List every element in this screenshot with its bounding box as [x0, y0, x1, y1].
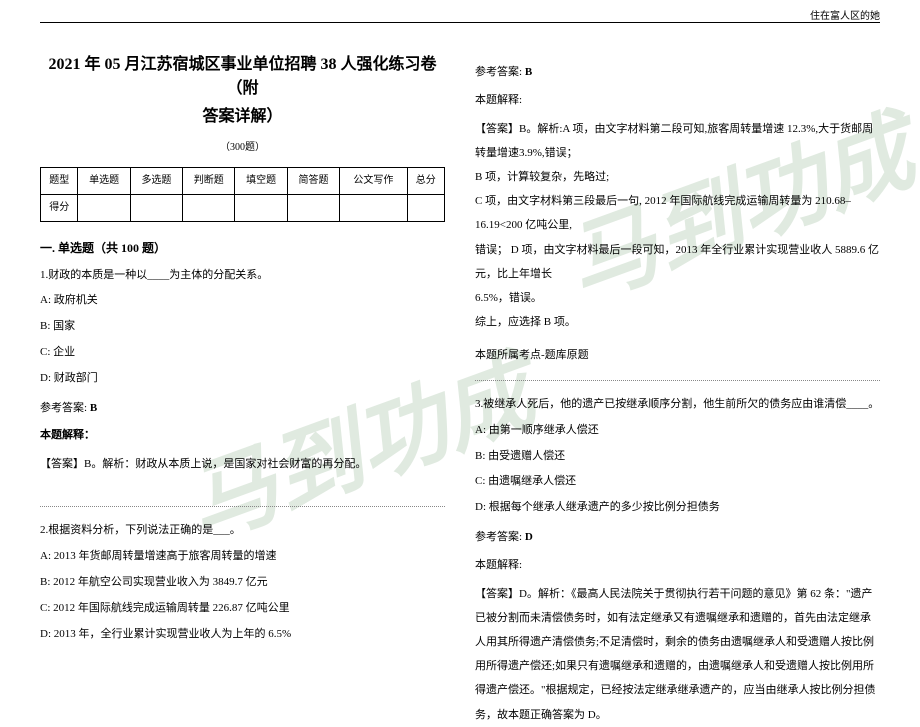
col-short: 简答题 — [287, 168, 339, 195]
q3-explain-label: 本题解释: — [475, 556, 880, 576]
q1-ans-value: B — [90, 402, 97, 414]
score-label-type: 题型 — [41, 168, 78, 195]
q2-exp-p3: C 项，由文字材料第三段最后一句, 2012 年国际航线完成运输周转量为 210… — [475, 189, 880, 237]
q3-options: A: 由第一顺序继承人偿还 B: 由受遗赠人偿还 C: 由遗嘱继承人偿还 D: … — [475, 421, 880, 518]
q1-text: 1.财政的本质是一种以____为主体的分配关系。 — [40, 266, 445, 286]
q3-explain-body: 【答案】D。解析：《最高人民法院关于贯彻执行若干问题的意见》第 62 条："遗产… — [475, 582, 880, 727]
q1-opt-d: D: 财政部门 — [40, 369, 445, 389]
q3-opt-b: B: 由受遗赠人偿还 — [475, 447, 880, 467]
blank-cell — [235, 195, 287, 222]
right-column: 参考答案: B 本题解释: 【答案】B。解析:A 项，由文字材料第二段可知,旅客… — [475, 53, 880, 727]
q2-exp-p6: 综上，应选择 B 项。 — [475, 310, 880, 334]
q1-explain-label: 本题解释： — [40, 426, 445, 446]
q1-explain-body: 【答案】B。解析：财政从本质上说，是国家对社会财富的再分配。 — [40, 452, 445, 476]
section-heading: 一. 单选题（共 100 题） — [40, 238, 445, 260]
q2-opt-a: A: 2013 年货邮周转量增速高于旅客周转量的增速 — [40, 547, 445, 567]
col-single: 单选题 — [78, 168, 130, 195]
score-header-row: 题型 单选题 多选题 判断题 填空题 简答题 公文写作 总分 — [41, 168, 445, 195]
q2-options: A: 2013 年货邮周转量增速高于旅客周转量的增速 B: 2012 年航空公司… — [40, 547, 445, 644]
q2-opt-b: B: 2012 年航空公司实现营业收入为 3849.7 亿元 — [40, 573, 445, 593]
title-l2: 答案详解） — [40, 105, 445, 129]
q3-answer: 参考答案: D — [475, 528, 880, 548]
question-count: （300题） — [40, 139, 445, 157]
col-multi: 多选题 — [130, 168, 182, 195]
header-rule — [40, 22, 880, 23]
q3-opt-a: A: 由第一顺序继承人偿还 — [475, 421, 880, 441]
q1-opt-b: B: 国家 — [40, 317, 445, 337]
q3-ans-value: D — [525, 531, 533, 543]
two-col-layout: 2021 年 05 月江苏宿城区事业单位招聘 38 人强化练习卷（附 答案详解）… — [0, 33, 920, 727]
q2-exp-p4: 错误； D 项，由文字材料最后一段可知，2013 年全行业累计实现营业收人 58… — [475, 238, 880, 286]
q1-opt-c: C: 企业 — [40, 343, 445, 363]
q2-explain-body: 【答案】B。解析:A 项，由文字材料第二段可知,旅客周转量增速 12.3%,大于… — [475, 117, 880, 335]
blank-cell — [130, 195, 182, 222]
q2-exp-p1: 【答案】B。解析:A 项，由文字材料第二段可知,旅客周转量增速 12.3%,大于… — [475, 117, 880, 165]
q1-opt-a: A: 政府机关 — [40, 291, 445, 311]
q1-options: A: 政府机关 B: 国家 C: 企业 D: 财政部门 — [40, 291, 445, 388]
col-judge: 判断题 — [183, 168, 235, 195]
q2-answer: 参考答案: B — [475, 63, 880, 83]
score-value-row: 得分 — [41, 195, 445, 222]
q2-opt-d: D: 2013 年，全行业累计实现营业收人为上年的 6.5% — [40, 625, 445, 645]
q2-ans-label: 参考答案: — [475, 66, 525, 78]
score-table: 题型 单选题 多选题 判断题 填空题 简答题 公文写作 总分 得分 — [40, 167, 445, 222]
blank-cell — [78, 195, 130, 222]
q3-text: 3.被继承人死后，他的遗产已按继承顺序分割，他生前所欠的债务应由谁清偿____。 — [475, 395, 880, 415]
col-total: 总分 — [407, 168, 444, 195]
col-fill: 填空题 — [235, 168, 287, 195]
blank-cell — [287, 195, 339, 222]
title-l1: 2021 年 05 月江苏宿城区事业单位招聘 38 人强化练习卷（附 — [48, 56, 436, 97]
q2-explain-label: 本题解释: — [475, 91, 880, 111]
q2-q3-separator — [475, 380, 880, 381]
score-label-score: 得分 — [41, 195, 78, 222]
q1-q2-separator — [40, 506, 445, 507]
q2-exp-p5: 6.5%，错误。 — [475, 286, 880, 310]
q2-text: 2.根据资料分析，下列说法正确的是___。 — [40, 521, 445, 541]
blank-cell — [340, 195, 407, 222]
q3-ans-label: 参考答案: — [475, 531, 525, 543]
left-column: 2021 年 05 月江苏宿城区事业单位招聘 38 人强化练习卷（附 答案详解）… — [40, 53, 445, 727]
q2-exp-p2: B 项，计算较复杂，先略过; — [475, 165, 880, 189]
q1-answer: 参考答案: B — [40, 399, 445, 419]
blank-cell — [183, 195, 235, 222]
q2-tag: 本题所属考点-题库原题 — [475, 346, 880, 366]
q3-opt-d: D: 根据每个继承人继承遗产的多少按比例分担债务 — [475, 498, 880, 518]
doc-title: 2021 年 05 月江苏宿城区事业单位招聘 38 人强化练习卷（附 答案详解） — [40, 53, 445, 129]
q1-ans-label: 参考答案: — [40, 402, 90, 414]
page-header-right: 住在富人区的她 — [810, 8, 880, 26]
col-writing: 公文写作 — [340, 168, 407, 195]
blank-cell — [407, 195, 444, 222]
q2-ans-value: B — [525, 66, 532, 78]
q3-opt-c: C: 由遗嘱继承人偿还 — [475, 472, 880, 492]
q2-opt-c: C: 2012 年国际航线完成运输周转量 226.87 亿吨公里 — [40, 599, 445, 619]
